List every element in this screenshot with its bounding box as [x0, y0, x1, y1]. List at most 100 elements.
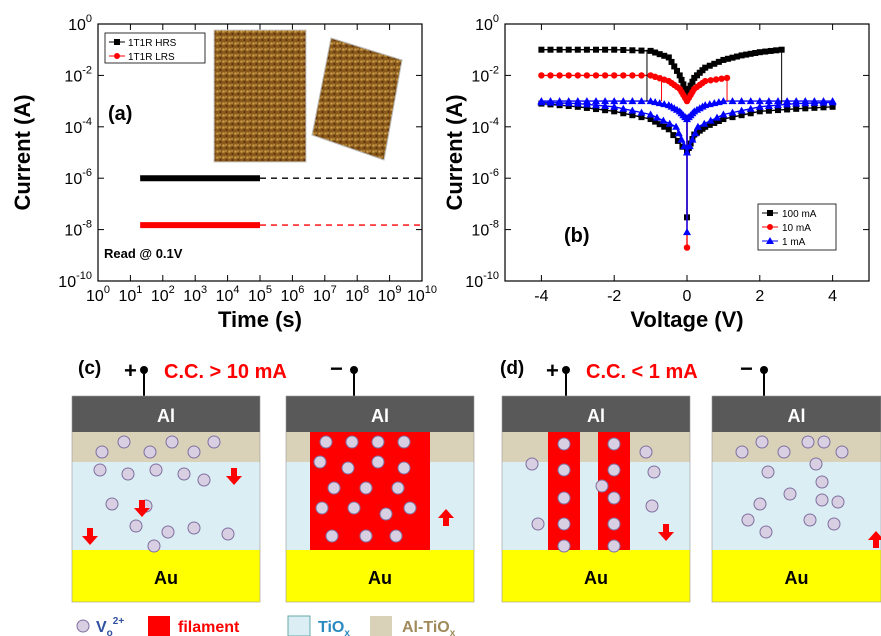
arrow-down-icon: [226, 468, 242, 485]
x-tick-label: 100: [86, 284, 110, 305]
series-1-point: [718, 75, 725, 82]
series-1-point: [583, 72, 591, 79]
series-0-point: [747, 50, 754, 57]
series-2-point: [628, 97, 637, 105]
series-0-point: [689, 78, 696, 85]
x-axis-title: Voltage (V): [630, 307, 743, 332]
series-2-point: [672, 122, 681, 130]
oxygen-vacancy: [149, 463, 163, 477]
series-2-point: [764, 97, 773, 105]
series-0-point: [611, 108, 618, 115]
series-0-point: [538, 46, 545, 53]
series-0-point: [682, 85, 689, 92]
minus-terminal: −: [740, 356, 753, 381]
series-1-point: [556, 72, 563, 79]
oxygen-vacancy: [319, 435, 333, 449]
series-0-point: [652, 118, 659, 125]
series-2-point: [546, 98, 555, 106]
series-0-point: [784, 106, 791, 113]
oxygen-vacancy: [815, 475, 829, 489]
oxygen-vacancy: [831, 495, 845, 509]
series-0-point: [752, 49, 759, 56]
chart-a-marks: [140, 175, 422, 229]
oxygen-vacancy: [607, 539, 621, 553]
terminal-dot: [760, 366, 768, 374]
oxygen-vacancy: [815, 493, 829, 507]
terminal-dot: [350, 366, 358, 374]
terminal-dot: [562, 366, 570, 374]
series-2-point: [610, 102, 619, 110]
series-0-point: [811, 104, 818, 111]
al-label: Al: [157, 406, 175, 426]
series-1-point: [538, 72, 545, 79]
oxygen-vacancy: [177, 467, 191, 481]
series-0-point: [602, 107, 609, 114]
oxygen-vacancy: [801, 435, 815, 449]
oxygen-vacancy: [95, 445, 109, 459]
series-0-point: [756, 108, 763, 115]
series-2-point: [737, 97, 746, 105]
legend-100ma: 100 mA: [782, 209, 817, 220]
series-0-point: [715, 117, 722, 124]
al-layer: [286, 396, 474, 432]
series-0-point: [565, 46, 572, 53]
oxygen-vacancy: [359, 481, 373, 495]
series-0-point: [720, 56, 727, 63]
oxygen-vacancy: [783, 487, 797, 501]
series-2-point: [688, 135, 697, 143]
legend-lrs: 1T1R LRS: [128, 52, 175, 63]
series-0-point: [762, 48, 769, 55]
series-2-point: [619, 104, 628, 112]
oxygen-vacancy: [595, 479, 609, 493]
oxygen-vacancy: [327, 481, 341, 495]
series-0-point: [583, 46, 590, 53]
series-2-point: [719, 110, 728, 118]
series-0-point: [829, 103, 836, 110]
series-0-point: [671, 63, 678, 70]
oxygen-vacancy: [341, 461, 355, 475]
series-0-point: [593, 46, 599, 53]
al-layer: [712, 396, 881, 432]
series-2-point: [713, 113, 722, 121]
oxygen-vacancy: [607, 437, 621, 451]
x-tick-label: 103: [183, 284, 207, 305]
series-2-point: [755, 97, 764, 105]
x-tick-label: -4: [534, 288, 548, 305]
oxygen-vacancy: [313, 455, 327, 469]
oxygen-vacancy: [165, 435, 179, 449]
series-2-point: [555, 98, 564, 106]
series-2-point: [651, 98, 660, 106]
series-0-point: [756, 49, 763, 56]
cell-c-right: Al Au: [285, 395, 475, 603]
afm-image-flat: [213, 29, 307, 163]
afm-inset-images: [213, 29, 403, 163]
series-2-point: [601, 101, 610, 109]
series-0-point: [661, 123, 668, 130]
plus-terminal: +: [124, 358, 137, 383]
panel-label-d: (d): [500, 358, 524, 379]
oxygen-vacancy: [187, 445, 201, 459]
series-0-point: [620, 46, 627, 53]
x-tick-label: 101: [118, 284, 142, 305]
x-tick-label: 109: [378, 284, 402, 305]
oxygen-vacancy: [803, 513, 817, 527]
diagram-cd: (c) + C.C. > 10 mA − Al Au Al Au (d) + C.C. < 1 m…: [71, 356, 881, 636]
series-2-point: [706, 116, 715, 124]
series-2-point: [660, 100, 669, 108]
chart-b-marks: [537, 46, 837, 251]
oxygen-vacancy: [187, 521, 201, 535]
au-layer: [72, 550, 260, 602]
oxygen-vacancy: [777, 445, 791, 459]
chart-a: 100 101 102 103 104 105 106 107 108 109 101010010-…: [10, 13, 437, 332]
au-layer: [502, 550, 690, 602]
panel-label-b: (b): [564, 225, 590, 247]
y-tick-label: 10-10: [465, 270, 499, 291]
series-2-point: [719, 97, 728, 105]
oxygen-vacancy: [93, 463, 107, 477]
tiox-layer: [502, 462, 690, 550]
au-label: Au: [584, 568, 608, 588]
x-tick-label: 102: [151, 284, 175, 305]
oxygen-vacancy: [403, 501, 417, 515]
series-0-point: [629, 112, 636, 119]
x-tick-label: 107: [313, 284, 337, 305]
